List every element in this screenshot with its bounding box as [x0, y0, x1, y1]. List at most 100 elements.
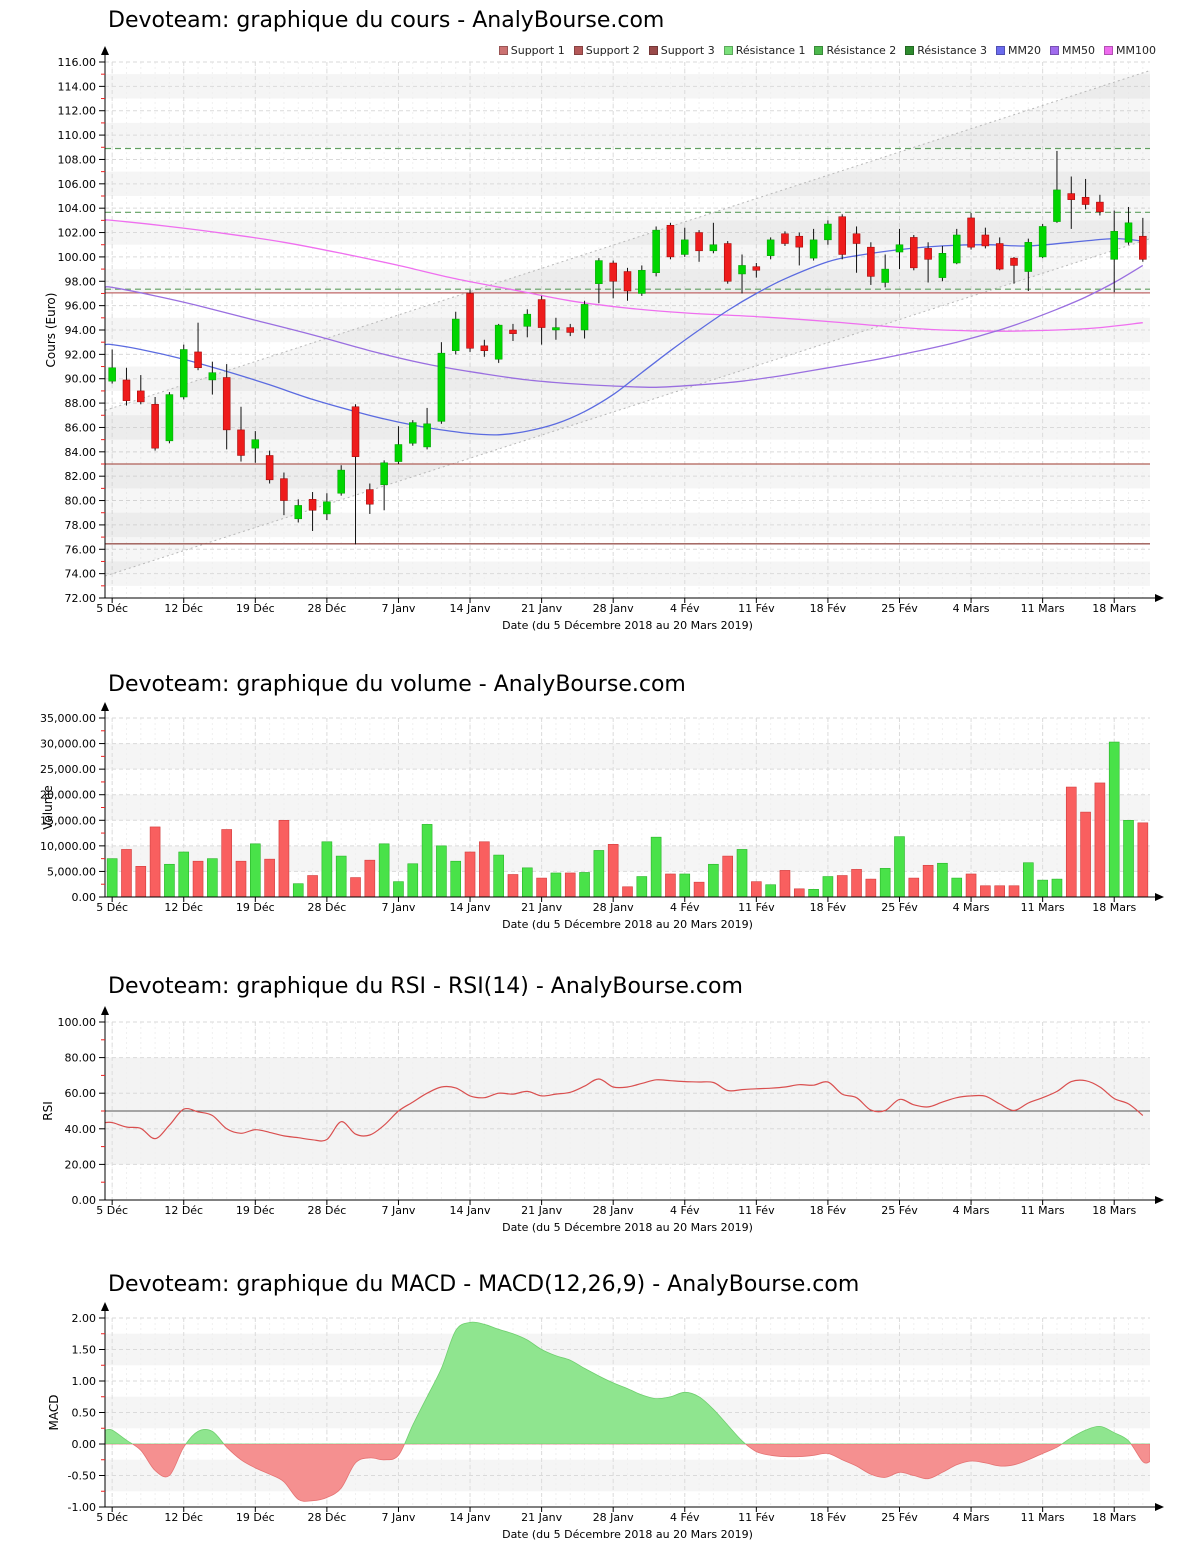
legend-item-support-2: Support 2 [573, 44, 640, 57]
legend-swatch-icon [498, 46, 508, 55]
svg-text:21 Janv: 21 Janv [521, 1511, 562, 1524]
svg-text:74.00: 74.00 [65, 568, 97, 581]
svg-text:28 Déc: 28 Déc [307, 901, 346, 914]
svg-text:0.00: 0.00 [72, 1438, 97, 1451]
legend-swatch-icon [996, 46, 1006, 55]
svg-text:19 Déc: 19 Déc [236, 1204, 275, 1217]
volume-chart-area: 35,000.00 30,000.00 25,000.00 20,000.00 15,0… [40, 702, 1164, 931]
svg-text:110.00: 110.00 [58, 129, 97, 142]
legend-swatch-icon [1050, 46, 1060, 55]
svg-text:Date (du 5 Décembre 2018 au 20: Date (du 5 Décembre 2018 au 20 Mars 2019… [502, 918, 753, 931]
svg-text:30,000.00: 30,000.00 [40, 738, 96, 751]
svg-text:18 Fév: 18 Fév [810, 1511, 847, 1524]
svg-text:RSI: RSI [41, 1101, 55, 1121]
svg-text:18 Fév: 18 Fév [810, 901, 847, 914]
legend-item-support-3: Support 3 [648, 44, 715, 57]
svg-text:Date (du 5 Décembre 2018 au 20: Date (du 5 Décembre 2018 au 20 Mars 2019… [502, 619, 753, 632]
legend-item-r-sistance-1: Résistance 1 [723, 44, 806, 57]
legend-item-mm20: MM20 [996, 44, 1041, 57]
svg-text:28 Janv: 28 Janv [593, 1204, 634, 1217]
svg-text:7 Janv: 7 Janv [381, 1511, 415, 1524]
legend-item-support-1: Support 1 [498, 44, 565, 57]
legend-swatch-icon [723, 46, 733, 55]
svg-text:11 Fév: 11 Fév [738, 901, 775, 914]
svg-text:112.00: 112.00 [58, 105, 97, 118]
svg-text:4 Mars: 4 Mars [953, 602, 990, 615]
svg-text:108.00: 108.00 [58, 153, 97, 166]
svg-text:21 Janv: 21 Janv [521, 901, 562, 914]
svg-text:21 Janv: 21 Janv [521, 602, 562, 615]
svg-text:7 Janv: 7 Janv [381, 602, 415, 615]
legend-item-mm50: MM50 [1050, 44, 1095, 57]
legend-label: Résistance 1 [735, 44, 806, 57]
svg-text:25 Fév: 25 Fév [881, 1511, 918, 1524]
svg-text:5 Déc: 5 Déc [96, 1511, 128, 1524]
legend-item-r-sistance-2: Résistance 2 [814, 44, 896, 57]
svg-text:4 Mars: 4 Mars [953, 1204, 990, 1217]
svg-text:80.00: 80.00 [65, 1052, 97, 1065]
legend-item-r-sistance-3: Résistance 3 [905, 44, 987, 57]
svg-text:5,000.00: 5,000.00 [47, 865, 96, 878]
svg-text:18 Mars: 18 Mars [1092, 901, 1136, 914]
svg-text:20,000.00: 20,000.00 [40, 789, 96, 802]
svg-text:14 Janv: 14 Janv [450, 901, 491, 914]
svg-text:102.00: 102.00 [58, 227, 97, 240]
svg-text:12 Déc: 12 Déc [164, 602, 203, 615]
svg-text:18 Mars: 18 Mars [1092, 1511, 1136, 1524]
svg-text:4 Fév: 4 Fév [670, 1204, 700, 1217]
svg-text:0.00: 0.00 [72, 1194, 97, 1207]
svg-text:25,000.00: 25,000.00 [40, 763, 96, 776]
svg-text:Date (du 5 Décembre 2018 au 20: Date (du 5 Décembre 2018 au 20 Mars 2019… [502, 1221, 753, 1234]
svg-text:-1.00: -1.00 [68, 1501, 96, 1514]
svg-text:86.00: 86.00 [65, 421, 97, 434]
svg-text:2.00: 2.00 [72, 1312, 97, 1325]
svg-text:20.00: 20.00 [65, 1158, 97, 1171]
svg-text:88.00: 88.00 [65, 397, 97, 410]
svg-text:-0.50: -0.50 [68, 1470, 96, 1483]
svg-text:104.00: 104.00 [58, 202, 97, 215]
price-chart-title: Devoteam: graphique du cours - AnalyBour… [108, 8, 665, 33]
svg-text:100.00: 100.00 [58, 251, 97, 264]
svg-text:Cours (Euro): Cours (Euro) [44, 293, 58, 368]
svg-text:35,000.00: 35,000.00 [40, 712, 96, 725]
svg-text:84.00: 84.00 [65, 446, 97, 459]
svg-text:1.50: 1.50 [72, 1344, 97, 1357]
price-candles [108, 150, 1147, 545]
svg-text:28 Janv: 28 Janv [593, 602, 634, 615]
legend-swatch-icon [648, 46, 658, 55]
svg-text:11 Fév: 11 Fév [738, 1511, 775, 1524]
svg-text:7 Janv: 7 Janv [381, 1204, 415, 1217]
svg-text:4 Fév: 4 Fév [670, 602, 700, 615]
svg-text:19 Déc: 19 Déc [236, 602, 275, 615]
svg-text:28 Janv: 28 Janv [593, 901, 634, 914]
svg-text:78.00: 78.00 [65, 519, 97, 532]
svg-text:14 Janv: 14 Janv [450, 1511, 491, 1524]
svg-text:114.00: 114.00 [58, 80, 97, 93]
svg-text:1.00: 1.00 [72, 1375, 97, 1388]
svg-text:4 Fév: 4 Fév [670, 1511, 700, 1524]
legend-label: Support 3 [660, 44, 715, 57]
svg-text:21 Janv: 21 Janv [521, 1204, 562, 1217]
svg-text:28 Janv: 28 Janv [593, 1511, 634, 1524]
svg-text:80.00: 80.00 [65, 495, 97, 508]
svg-text:4 Mars: 4 Mars [953, 901, 990, 914]
svg-text:12 Déc: 12 Déc [164, 1204, 203, 1217]
legend-label: Résistance 3 [917, 44, 988, 57]
svg-text:10,000.00: 10,000.00 [40, 840, 96, 853]
svg-text:18 Fév: 18 Fév [810, 602, 847, 615]
svg-text:4 Fév: 4 Fév [670, 901, 700, 914]
rsi-chart-title: Devoteam: graphique du RSI - RSI(14) - A… [108, 974, 743, 999]
svg-text:90.00: 90.00 [65, 373, 97, 386]
macd-positive-area [105, 1321, 1150, 1444]
price-chart-area: 116.00 114.00 112.00 110.00 108.00 106.00 104.… [44, 46, 1164, 632]
svg-text:19 Déc: 19 Déc [236, 901, 275, 914]
svg-text:82.00: 82.00 [65, 470, 97, 483]
macd-negative-area [105, 1444, 1150, 1502]
svg-text:94.00: 94.00 [65, 324, 97, 337]
legend-swatch-icon [905, 46, 915, 55]
svg-text:15,000.00: 15,000.00 [40, 814, 96, 827]
rsi-line [104, 1078, 1144, 1142]
svg-text:18 Mars: 18 Mars [1092, 1204, 1136, 1217]
svg-text:5 Déc: 5 Déc [96, 1204, 128, 1217]
